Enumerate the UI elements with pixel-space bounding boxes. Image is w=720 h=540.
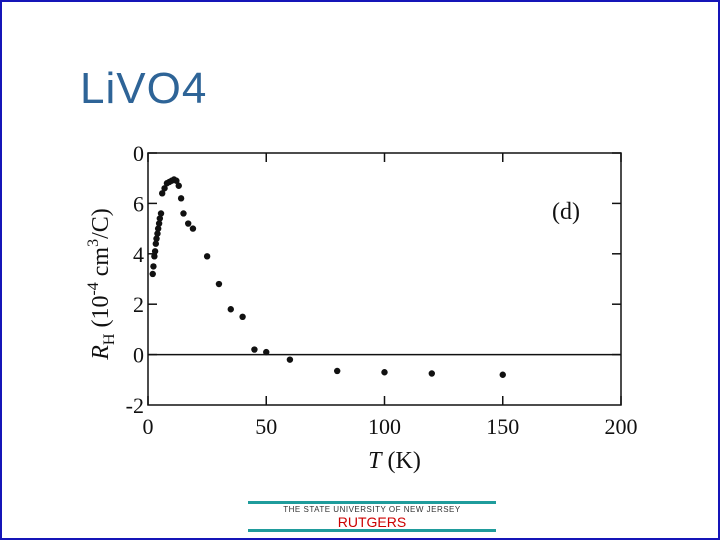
data-point-11: [158, 190, 166, 197]
data-point-0: [149, 270, 156, 278]
y-tick-label-3: 4: [133, 242, 144, 267]
y-tick-label-5: 0: [133, 141, 144, 166]
footer-bar-bottom: [248, 529, 496, 532]
data-point-19: [177, 195, 185, 202]
data-point-24: [215, 280, 223, 288]
x-tick-label-0: 0: [143, 414, 154, 439]
x-tick-label-3: 150: [486, 414, 519, 439]
footer-university: THE STATE UNIVERSITY OF NEW JERSEY: [283, 505, 461, 514]
chart-axes: [147, 152, 622, 406]
data-point-29: [286, 356, 294, 363]
x-axis-label: T (K): [368, 448, 421, 474]
data-point-27: [251, 346, 258, 353]
data-point-8: [155, 220, 163, 227]
data-point-3: [151, 248, 159, 255]
data-point-9: [156, 215, 164, 222]
data-point-6: [154, 230, 161, 237]
data-point-4: [152, 240, 160, 247]
data-point-23: [203, 253, 211, 260]
data-point-32: [428, 370, 435, 377]
data-point-10: [157, 210, 165, 217]
x-tick-label-4: 200: [605, 414, 638, 439]
y-tick-label-4: 6: [133, 191, 144, 216]
data-point-25: [227, 306, 234, 313]
slide-title: LiVO4: [80, 64, 208, 113]
data-point-1: [150, 263, 157, 270]
data-point-31: [381, 369, 388, 376]
data-point-2: [151, 253, 158, 260]
y-axis-label: RH (10-4 cm3/C): [85, 208, 118, 361]
data-point-21: [185, 220, 192, 227]
data-point-5: [153, 235, 160, 242]
data-point-20: [180, 210, 187, 217]
chart-annotation: (d): [552, 199, 580, 225]
data-point-33: [499, 371, 506, 378]
data-point-18: [175, 182, 182, 189]
chart-points: [149, 176, 506, 378]
footer-bar-top: [248, 501, 496, 504]
data-point-30: [334, 367, 341, 375]
data-point-7: [154, 225, 162, 232]
y-tick-label-2: 2: [133, 292, 144, 317]
x-tick-label-1: 50: [255, 414, 277, 439]
university-footer: THE STATE UNIVERSITY OF NEW JERSEY RUTGE…: [248, 500, 496, 532]
data-point-28: [263, 348, 270, 356]
footer-rutgers: RUTGERS: [337, 514, 407, 530]
data-point-17: [173, 177, 180, 184]
x-tick-label-2: 100: [368, 414, 401, 439]
plot-frame: [147, 152, 622, 406]
data-point-12: [161, 185, 168, 192]
data-point-22: [189, 225, 197, 232]
y-tick-label-1: 0: [133, 343, 144, 368]
y-tick-label-0: -2: [126, 393, 144, 418]
data-point-26: [239, 313, 246, 320]
